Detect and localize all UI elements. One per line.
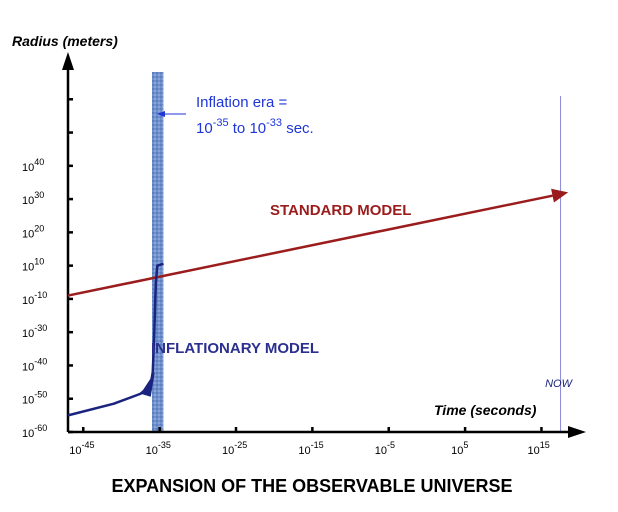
chart-title: EXPANSION OF THE OBSERVABLE UNIVERSE bbox=[111, 476, 512, 496]
x-tick-label: 10-5 bbox=[375, 440, 395, 457]
inflation-era-band bbox=[152, 72, 164, 432]
now-label: NOW bbox=[545, 378, 574, 390]
x-tick-marks bbox=[82, 427, 543, 432]
inflation-era-pointer-head bbox=[157, 111, 165, 117]
inflation-era-label-line2: 10-35 to 10-33 sec. bbox=[196, 117, 314, 137]
x-tick-labels: 10-45 10-35 10-25 10-15 10-5 105 1015 bbox=[69, 440, 549, 457]
y-axis-title: Radius (meters) bbox=[12, 33, 118, 49]
x-tick-label: 10-35 bbox=[146, 440, 171, 457]
y-axis-arrowhead bbox=[62, 52, 74, 70]
y-tick-label: 1010 bbox=[22, 257, 44, 274]
x-axis-arrowhead bbox=[568, 426, 586, 438]
standard-model-label: STANDARD MODEL bbox=[270, 202, 411, 219]
y-tick-label: 1040 bbox=[22, 157, 44, 174]
x-axis-title: Time (seconds) bbox=[434, 402, 537, 418]
x-tick-label: 105 bbox=[451, 440, 468, 457]
x-tick-label: 1015 bbox=[527, 440, 549, 457]
y-tick-label: 10-40 bbox=[22, 356, 47, 373]
standard-model-arrowhead bbox=[551, 188, 569, 203]
inflationary-model-series bbox=[67, 262, 164, 417]
axes bbox=[62, 52, 586, 438]
standard-model-line bbox=[67, 194, 553, 297]
y-tick-label: 10-30 bbox=[22, 323, 47, 340]
y-tick-label: 1030 bbox=[22, 190, 44, 207]
inflation-era-annotation: Inflation era = 10-35 to 10-33 sec. bbox=[157, 94, 314, 137]
standard-model-series bbox=[67, 188, 569, 297]
y-tick-label: 10-60 bbox=[22, 423, 47, 440]
inflationary-model-label: INFLATIONARY MODEL bbox=[151, 340, 319, 357]
y-tick-label: 10-10 bbox=[22, 290, 47, 307]
y-tick-label: 1020 bbox=[22, 223, 44, 240]
x-tick-label: 10-25 bbox=[222, 440, 247, 457]
inflationary-model-line bbox=[67, 262, 164, 417]
x-tick-label: 10-15 bbox=[298, 440, 323, 457]
y-tick-label: 10-50 bbox=[22, 390, 47, 407]
y-tick-labels: 10-60 10-50 10-40 10-30 10-10 1010 1020 1030 104… bbox=[22, 157, 47, 440]
x-tick-label: 10-45 bbox=[69, 440, 94, 457]
inflation-era-label-line1: Inflation era = bbox=[196, 94, 288, 111]
inflationary-model-wedge bbox=[140, 372, 155, 397]
y-tick-marks bbox=[68, 98, 73, 434]
